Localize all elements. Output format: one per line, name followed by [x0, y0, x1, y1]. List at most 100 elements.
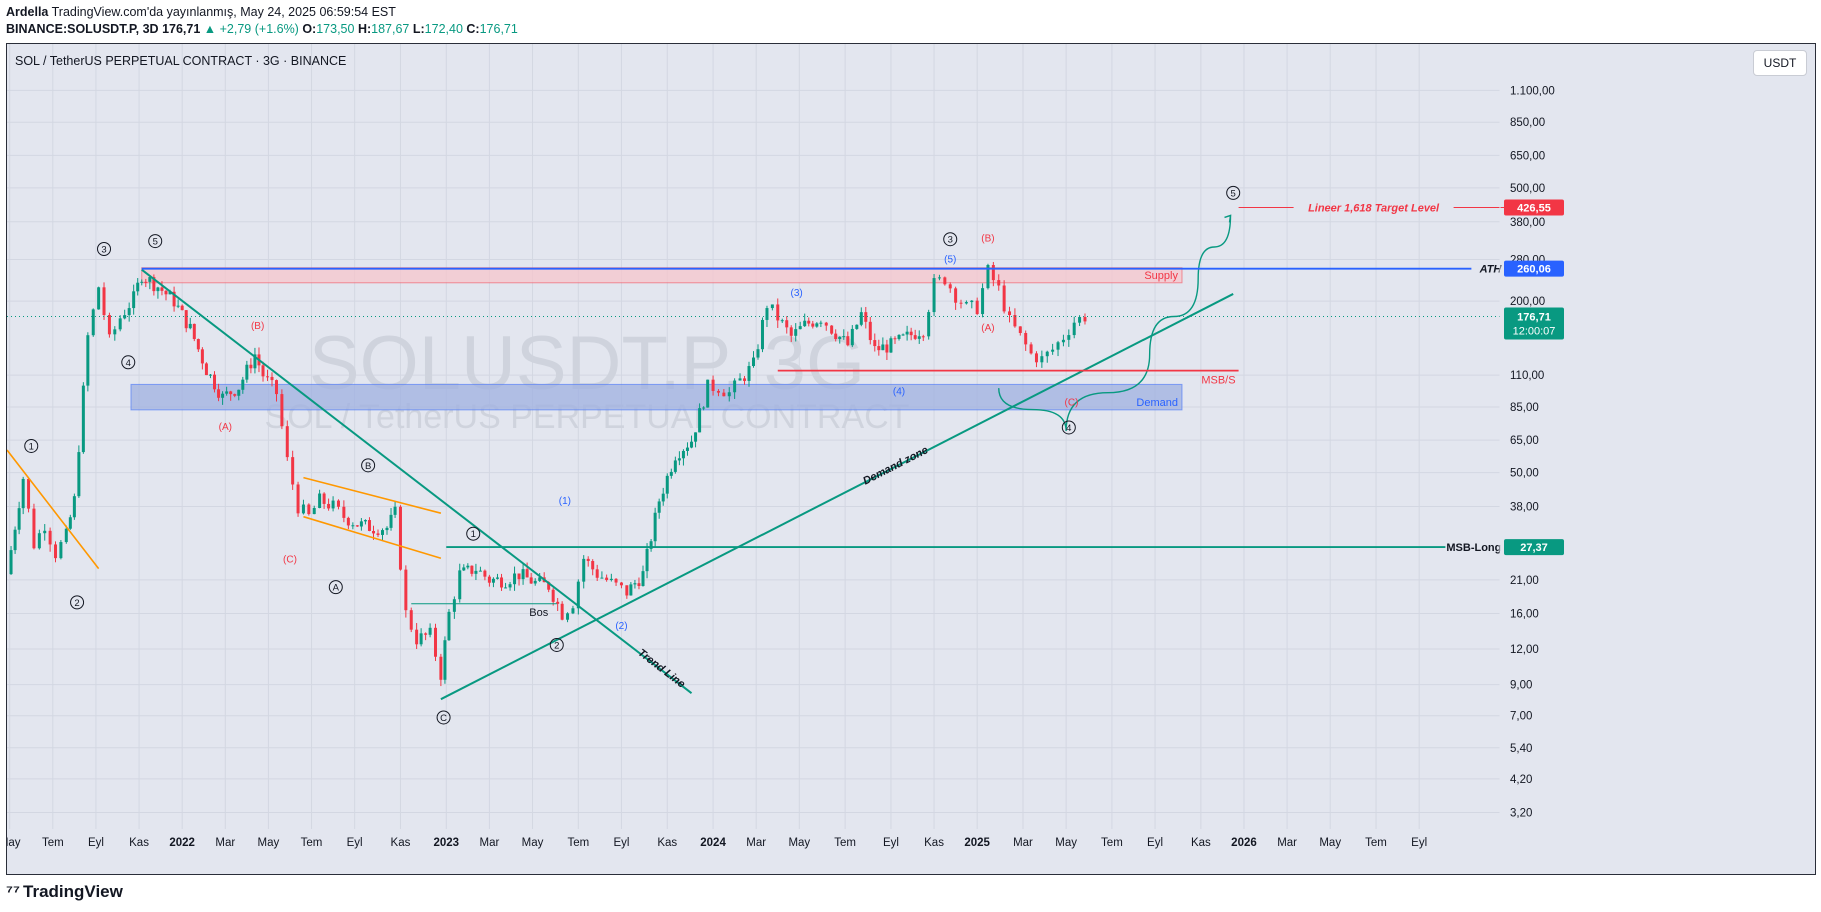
y-tick-label: 16,00	[1510, 608, 1539, 620]
candle-body	[192, 323, 196, 340]
candle-body	[855, 324, 859, 329]
y-tick-label: 500,00	[1510, 183, 1545, 195]
candle-body	[1024, 332, 1028, 345]
candle-body	[452, 599, 456, 612]
candle-body	[27, 478, 31, 509]
candle-body	[733, 380, 737, 393]
candle-body	[54, 544, 58, 559]
y-tick-label: 12,00	[1510, 644, 1539, 656]
x-tick-label: 2024	[700, 837, 726, 849]
candle-body	[685, 447, 689, 451]
symbol-label: BINANCE:SOLUSDT.P, 3D	[6, 22, 159, 36]
candle-body	[327, 503, 331, 509]
candle-body	[529, 577, 533, 584]
chart-frame[interactable]: SOLUSDT.P, 3G SOL / TetherUS PERPETUAL CO…	[6, 43, 1816, 875]
x-tick-label: Tem	[1101, 837, 1123, 849]
candle-body	[148, 277, 152, 282]
candle-body	[653, 512, 657, 542]
candle-body	[280, 394, 284, 427]
candle-body	[385, 527, 389, 531]
candle-body	[1078, 317, 1082, 323]
candle-body	[351, 525, 355, 527]
candle-body	[237, 389, 241, 396]
current-price-tag	[1504, 307, 1564, 340]
tradingview-logo[interactable]: ⁷⁷ TradingView	[6, 882, 123, 902]
x-tick-label: Eyl	[883, 837, 899, 849]
price-tag-label: 426,55	[1517, 202, 1551, 214]
candle-body	[301, 504, 305, 514]
candle-body	[885, 344, 889, 353]
candle-body	[359, 521, 363, 527]
candle-body	[819, 322, 823, 324]
candle-body	[208, 374, 212, 376]
wave-circle	[70, 595, 85, 610]
candle-body	[794, 329, 798, 336]
candle-body	[943, 277, 947, 285]
wave-label: (4)	[893, 387, 905, 398]
candle-body	[447, 611, 451, 641]
candle-body	[404, 569, 408, 611]
candle-body	[727, 392, 731, 397]
level-label: Lineer 1,618 Target Level	[1308, 202, 1440, 214]
candle-body	[32, 508, 36, 549]
x-tick-label: Mar	[746, 837, 766, 849]
candle-body	[508, 584, 512, 588]
candle-body	[77, 452, 81, 497]
candle-body	[698, 408, 702, 433]
candle-body	[389, 514, 393, 528]
candle-body	[595, 569, 599, 578]
candle-body	[1002, 285, 1006, 312]
candle-body	[160, 287, 164, 291]
candle-body	[669, 471, 673, 476]
candle-body	[291, 457, 295, 485]
candle-body	[322, 493, 326, 504]
candle-body	[261, 365, 265, 377]
tv-logo-icon: ⁷⁷	[6, 882, 21, 901]
candle-body	[948, 284, 952, 289]
wave-circle	[466, 526, 481, 541]
candle-body	[645, 548, 649, 572]
candle-body	[600, 577, 604, 579]
candle-body	[495, 577, 499, 579]
ohlc-line: BINANCE:SOLUSDT.P, 3D 176,71 ▲ +2,79 (+1…	[6, 21, 518, 38]
trendline-label: Bos	[529, 607, 548, 619]
candle-body	[649, 541, 653, 549]
candle-body	[609, 578, 613, 581]
candle-body	[363, 520, 367, 522]
wave-label: 1	[29, 441, 34, 452]
currency-button[interactable]: USDT	[1753, 50, 1807, 76]
candle-body	[694, 432, 698, 442]
candle-body	[249, 364, 253, 369]
candle-body	[975, 300, 979, 315]
candle-body	[586, 558, 590, 562]
candle-body	[868, 321, 872, 341]
x-tick-label: Tem	[834, 837, 856, 849]
candle-body	[1008, 311, 1012, 316]
candle-body	[798, 326, 802, 330]
candle-body	[991, 265, 995, 281]
candle-body	[336, 500, 340, 507]
zone-supply	[141, 267, 1183, 284]
candle-body	[176, 305, 180, 307]
wave-label: 3	[101, 244, 106, 255]
y-tick-label: 65,00	[1510, 435, 1539, 447]
wave-circle	[1061, 420, 1076, 435]
wave-circle	[328, 580, 343, 595]
candle-body	[118, 318, 122, 330]
candle-body	[184, 310, 188, 329]
publish-info: TradingView.com'da yayınlanmış, May 24, …	[51, 5, 396, 19]
candle-body	[513, 573, 517, 585]
publish-line: Ardella TradingView.com'da yayınlanmış, …	[6, 4, 518, 21]
candle-body	[1051, 349, 1055, 352]
trendline	[303, 476, 442, 514]
wave-label: (B)	[251, 321, 264, 332]
candle-body	[132, 291, 136, 309]
x-tick-label: Eyl	[88, 837, 104, 849]
candle-body	[1056, 342, 1060, 350]
candle-body	[834, 333, 838, 340]
candle-body	[830, 325, 834, 334]
level-label: ATH	[1479, 264, 1503, 276]
x-tick-label: Tem	[1365, 837, 1387, 849]
author-name: Ardella	[6, 5, 49, 19]
